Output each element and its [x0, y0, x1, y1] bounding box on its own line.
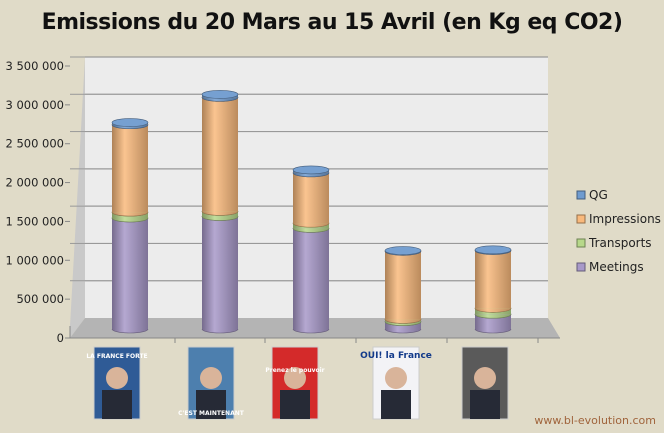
y-tick-label: 3 000 000 — [5, 98, 64, 112]
poster-face — [474, 367, 496, 389]
y-tick-label: 3 500 000 — [5, 59, 64, 73]
y-tick-label: 500 000 — [16, 292, 64, 306]
bar-segment-bottom — [474, 328, 512, 334]
poster-text: OUI! la France — [360, 351, 432, 361]
poster-face — [385, 367, 407, 389]
poster-face — [200, 367, 222, 389]
bar-segment-impressions — [112, 124, 148, 213]
poster-face — [284, 367, 306, 389]
bar-segment-bottom — [201, 216, 239, 221]
legend-swatch-impressions — [576, 214, 586, 224]
chart-title: Emissions du 20 Mars au 15 Avril (en Kg … — [41, 10, 623, 35]
candidate-poster: OUI! la France — [360, 346, 432, 420]
poster-text: C'EST MAINTENANT — [178, 410, 245, 417]
bar-segment-bottom — [474, 314, 512, 319]
bar-segment-impressions — [385, 251, 421, 320]
side-wall — [70, 57, 85, 338]
legend-swatch-transports — [576, 238, 586, 248]
bar-segment-bottom — [384, 319, 422, 324]
bar-segment-bottom — [292, 328, 330, 334]
y-tick-label: 2 000 000 — [5, 176, 64, 190]
legend-label-transports: Transports — [588, 236, 652, 250]
y-tick-label: 0 — [57, 331, 64, 345]
bar-segment-bottom — [201, 211, 239, 216]
bar-segment-bottom — [111, 328, 149, 334]
candidate-poster: LA FRANCE FORTE — [86, 346, 148, 420]
bar-segment-bottom — [201, 97, 239, 102]
bar-segment-top — [474, 245, 512, 255]
candidate-poster: Prenez le pouvoir — [265, 346, 325, 420]
poster-suit — [381, 390, 411, 419]
bar-segment-impressions — [202, 97, 238, 212]
y-tick-label: 1 000 000 — [5, 253, 64, 267]
candidate-poster — [461, 346, 509, 420]
bar-segment-impressions — [293, 172, 329, 224]
legend-swatch-qg — [576, 190, 586, 200]
poster-suit — [280, 390, 310, 419]
bar-segment-bottom — [201, 328, 239, 334]
legend-label-impressions: Impressions — [589, 212, 661, 226]
poster-suit — [470, 390, 500, 419]
source-link[interactable]: www.bl-evolution.com — [534, 414, 656, 427]
bar-segment-meetings — [293, 228, 329, 329]
y-tick-label: 2 500 000 — [5, 137, 64, 151]
bar-segment-top — [384, 246, 422, 255]
poster-suit — [196, 390, 226, 419]
bar-segment-meetings — [112, 218, 148, 329]
candidate-poster: C'EST MAINTENANT — [178, 346, 245, 420]
bar-segment-meetings — [202, 216, 238, 329]
legend-swatch-meetings — [576, 262, 586, 272]
bar-segment-top — [201, 90, 239, 99]
bar-segment-bottom — [111, 217, 149, 223]
poster-suit — [102, 390, 132, 419]
bar-segment-bottom — [474, 308, 512, 313]
bar-segment-bottom — [384, 328, 422, 334]
legend-label-qg: QG — [589, 188, 608, 202]
poster-text: LA FRANCE FORTE — [86, 353, 147, 360]
poster-text: Prenez le pouvoir — [265, 367, 324, 374]
bar-segment-bottom — [292, 172, 330, 178]
bar-segment-impressions — [475, 250, 511, 309]
bar-segment-bottom — [292, 223, 330, 228]
y-tick-label: 1 500 000 — [5, 214, 64, 228]
bar-segment-top — [292, 165, 330, 175]
bar-segment-bottom — [111, 211, 149, 217]
legend-label-meetings: Meetings — [589, 260, 644, 274]
bar-segment-bottom — [292, 228, 330, 233]
poster-face — [106, 367, 128, 389]
bar-segment-top — [111, 118, 149, 127]
